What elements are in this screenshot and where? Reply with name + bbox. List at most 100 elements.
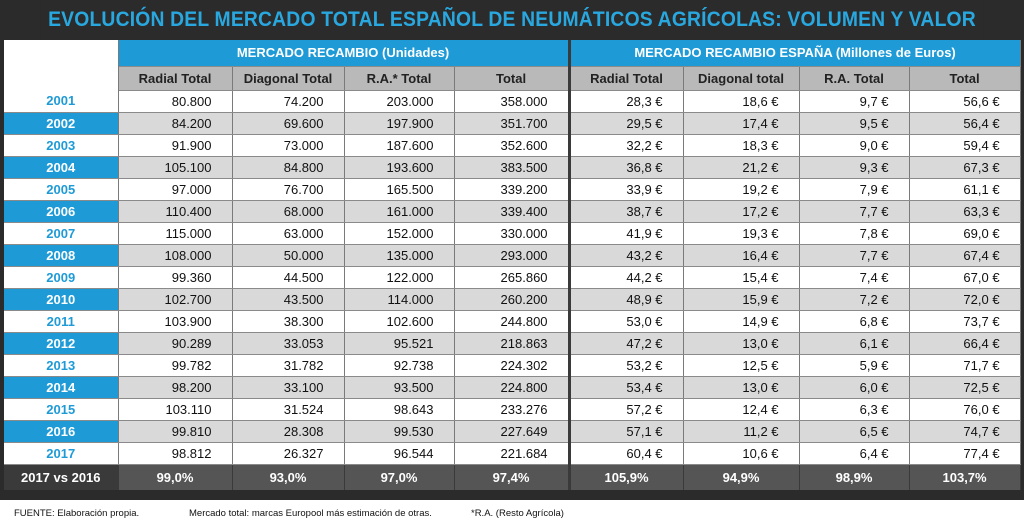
table-cell: 339.400	[454, 200, 571, 223]
year-cell: 2002	[4, 112, 119, 135]
table-row: 2013 99.782 31.782 92.738 224.302 53,2 €12,5 …	[4, 354, 1021, 377]
table-cell: 67,4 €	[909, 244, 1021, 267]
table-cell: 7,4 €	[799, 266, 910, 289]
table-row: 2015 103.110 31.524 98.643 233.276 57,2 €12,4…	[4, 398, 1021, 421]
table-cell: 84.800	[232, 156, 345, 179]
year-cell: 2009	[4, 266, 119, 289]
table-cell: 108.000	[118, 244, 233, 267]
table-cell: 21,2 €	[683, 156, 800, 179]
table-cell: 76,0 €	[909, 398, 1021, 421]
year-cell: 2014	[4, 376, 119, 399]
year-cell: 2011	[4, 310, 119, 333]
table-cell: 53,0 €	[569, 310, 684, 333]
table-row: 2017 98.812 26.327 96.544 221.684 60,4 €10,6 …	[4, 442, 1021, 465]
table-cell: 33,9 €	[569, 178, 684, 201]
table-cell: 77,4 €	[909, 442, 1021, 465]
table-cell: 9,5 €	[799, 112, 910, 135]
table-cell: 29,5 €	[569, 112, 684, 135]
table-cell: 69,0 €	[909, 222, 1021, 245]
table-cell: 61,1 €	[909, 178, 1021, 201]
table-cell: 224.302	[454, 354, 571, 377]
table-cell: 36,8 €	[569, 156, 684, 179]
table-cell: 18,6 €	[683, 90, 800, 113]
table-row: 2001 80.800 74.200 203.000 358.000 28,3 €18,6…	[4, 90, 1021, 113]
table-cell: 7,2 €	[799, 288, 910, 311]
table-cell: 33.100	[232, 376, 345, 399]
comparison-row: 2017 vs 2016 99,0% 93,0% 97,0% 97,4% 105,9% 94…	[4, 464, 1021, 490]
table-cell: 358.000	[454, 90, 571, 113]
table-cell: 102.700	[118, 288, 233, 311]
table-cell: 15,9 €	[683, 288, 800, 311]
column-header: Total	[909, 66, 1021, 91]
table-row: 2012 90.289 33.053 95.521 218.863 47,2 €13,0 …	[4, 332, 1021, 355]
table-cell: 53,2 €	[569, 354, 684, 377]
table-cell: 193.600	[344, 156, 455, 179]
table-cell: 135.000	[344, 244, 455, 267]
table-cell: 102.600	[344, 310, 455, 333]
table-cell: 32,2 €	[569, 134, 684, 157]
column-header: Diagonal Total	[232, 66, 345, 91]
market-table: MERCADO RECAMBIO (Unidades) MERCADO RECA…	[4, 40, 1021, 490]
table-cell: 16,4 €	[683, 244, 800, 267]
table-cell: 19,3 €	[683, 222, 800, 245]
group-euros-header: MERCADO RECAMBIO ESPAÑA (Millones de Eur…	[569, 40, 1021, 67]
table-cell: 103.110	[118, 398, 233, 421]
table-cell: 12,5 €	[683, 354, 800, 377]
table-cell: 12,4 €	[683, 398, 800, 421]
table-cell: 19,2 €	[683, 178, 800, 201]
table-cell: 218.863	[454, 332, 571, 355]
table-row: 2003 91.900 73.000 187.600 352.600 32,2 €18,3…	[4, 134, 1021, 157]
table-cell: 84.200	[118, 112, 233, 135]
table-cell: 96.544	[344, 442, 455, 465]
table-cell: 98.643	[344, 398, 455, 421]
year-cell: 2001	[4, 90, 119, 113]
table-cell: 33.053	[232, 332, 345, 355]
table-cell: 99.530	[344, 420, 455, 443]
comparison-label: 2017 vs 2016	[4, 464, 119, 490]
group-header-row: MERCADO RECAMBIO (Unidades) MERCADO RECA…	[4, 40, 1021, 90]
table-cell: 76.700	[232, 178, 345, 201]
table-cell: 74,7 €	[909, 420, 1021, 443]
table-cell: 66,4 €	[909, 332, 1021, 355]
year-cell: 2010	[4, 288, 119, 311]
table-cell: 92.738	[344, 354, 455, 377]
table-cell: 60,4 €	[569, 442, 684, 465]
table-cell: 13,0 €	[683, 376, 800, 399]
table-row: 2005 97.000 76.700 165.500 339.200 33,9 €19,2…	[4, 178, 1021, 201]
table-cell: 28.308	[232, 420, 345, 443]
year-cell: 2008	[4, 244, 119, 267]
comparison-cell: 99,0%	[118, 464, 233, 490]
table-cell: 57,1 €	[569, 420, 684, 443]
table-cell: 74.200	[232, 90, 345, 113]
table-cell: 197.900	[344, 112, 455, 135]
table-cell: 110.400	[118, 200, 233, 223]
table-cell: 15,4 €	[683, 266, 800, 289]
table-cell: 43,2 €	[569, 244, 684, 267]
table-cell: 152.000	[344, 222, 455, 245]
column-header: Radial Total	[118, 66, 233, 91]
table-cell: 114.000	[344, 288, 455, 311]
table-cell: 7,8 €	[799, 222, 910, 245]
table-cell: 99.782	[118, 354, 233, 377]
table-row: 2006 110.400 68.000 161.000 339.400 38,7 €17,…	[4, 200, 1021, 223]
year-cell: 2016	[4, 420, 119, 443]
table-cell: 11,2 €	[683, 420, 800, 443]
year-cell: 2012	[4, 332, 119, 355]
table-cell: 67,0 €	[909, 266, 1021, 289]
table-cell: 13,0 €	[683, 332, 800, 355]
table-cell: 9,7 €	[799, 90, 910, 113]
table-cell: 44,2 €	[569, 266, 684, 289]
comparison-cell: 94,9%	[683, 464, 800, 490]
group-units-header: MERCADO RECAMBIO (Unidades)	[118, 40, 571, 67]
table-cell: 73.000	[232, 134, 345, 157]
table-cell: 187.600	[344, 134, 455, 157]
table-cell: 18,3 €	[683, 134, 800, 157]
table-cell: 63,3 €	[909, 200, 1021, 223]
year-cell: 2013	[4, 354, 119, 377]
column-header-row: Radial Total Diagonal Total R.A.* Total …	[4, 66, 1021, 91]
table-cell: 7,9 €	[799, 178, 910, 201]
table-cell: 91.900	[118, 134, 233, 157]
table-cell: 56,6 €	[909, 90, 1021, 113]
comparison-cell: 97,4%	[454, 464, 571, 490]
table-cell: 28,3 €	[569, 90, 684, 113]
